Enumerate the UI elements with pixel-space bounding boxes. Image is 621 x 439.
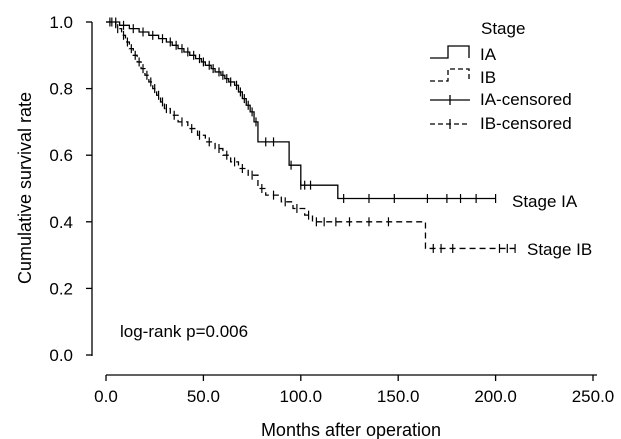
x-tick-label: 0.0 bbox=[94, 387, 118, 406]
series-line-ib bbox=[106, 21, 516, 250]
series-line-ia bbox=[106, 21, 496, 200]
legend-entry-ia: IA bbox=[480, 45, 497, 64]
y-ticks: 0.0 0.2 0.4 0.6 0.8 1.0 bbox=[49, 13, 92, 365]
curve-label-ib: Stage IB bbox=[527, 240, 592, 259]
legend: Stage IA IB IA-censored IB-censored bbox=[430, 19, 572, 133]
x-tick-label: 200.0 bbox=[474, 387, 517, 406]
y-tick-label: 0.6 bbox=[49, 146, 73, 165]
x-tick-label: 250.0 bbox=[572, 387, 615, 406]
y-tick-label: 0.4 bbox=[49, 213, 73, 232]
legend-title: Stage bbox=[481, 19, 525, 38]
plot-area bbox=[106, 17, 516, 253]
legend-entry-ia-censored: IA-censored bbox=[480, 90, 572, 109]
y-tick-label: 0.2 bbox=[49, 279, 73, 298]
x-tick-label: 150.0 bbox=[377, 387, 420, 406]
y-axis-title: Cumulative survival rate bbox=[15, 92, 35, 284]
y-tick-label: 0.8 bbox=[49, 80, 73, 99]
curve-label-ia: Stage IA bbox=[512, 192, 578, 211]
legend-entry-ib: IB bbox=[480, 68, 496, 87]
log-rank-annotation: log-rank p=0.006 bbox=[120, 322, 248, 341]
legend-entry-ib-censored: IB-censored bbox=[480, 114, 572, 133]
y-tick-label: 0.0 bbox=[49, 346, 73, 365]
x-axis-title: Months after operation bbox=[261, 420, 441, 439]
legend-swatch-ia bbox=[430, 45, 470, 59]
legend-swatch-ib bbox=[430, 68, 470, 82]
y-tick-label: 1.0 bbox=[49, 13, 73, 32]
x-ticks: 0.0 50.0 100.0 150.0 200.0 250.0 bbox=[94, 375, 614, 406]
axes bbox=[91, 22, 597, 376]
x-tick-label: 50.0 bbox=[187, 387, 220, 406]
x-tick-label: 100.0 bbox=[280, 387, 323, 406]
